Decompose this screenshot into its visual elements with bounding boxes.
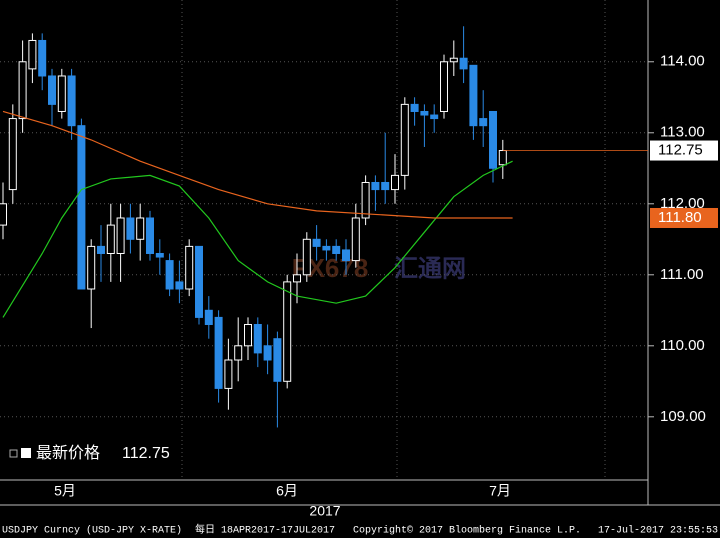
candle-body [253,323,262,354]
candle-body [430,114,439,120]
candle-body [293,274,301,283]
candle-body [381,181,390,191]
candle-body [469,64,478,127]
candle-body [224,359,233,389]
candle-body [351,217,360,262]
candle-body [97,245,105,254]
footer: USDJPY Curncy (USD-JPY X-RATE) [2,525,182,537]
watermark: 汇通网 [394,255,466,282]
candle-body [185,245,194,290]
candle-body [440,61,448,112]
candle-body [67,75,76,127]
footer: 17-Jul-2017 23:55:53 [598,525,718,537]
candle-body [371,181,380,191]
candle-body [391,174,399,191]
candle-body [77,125,86,290]
legend-label: 最新价格 [36,444,100,462]
candle-body [214,316,223,389]
candle-body [0,203,7,226]
y-tick-label: 112.00 [660,195,705,212]
candle-body [38,39,47,77]
candle-body [420,110,429,116]
candle-body [87,245,96,290]
candle-body [479,118,488,127]
x-tick-label: 6月 [276,483,298,499]
moving-average [2,110,513,219]
y-tick-label: 113.00 [660,124,705,141]
candle-body [116,217,125,254]
candle-body [312,238,321,247]
x-tick-label: 5月 [54,483,76,499]
candle-body [165,260,174,290]
candle-body [498,150,507,166]
candle-body [106,224,115,254]
candle-body [8,118,17,191]
x-year-label: 2017 [309,503,340,519]
candle-body [410,103,419,112]
candle-body [18,61,27,120]
candle-body [57,75,66,112]
candle-body [234,345,243,361]
candle-body [146,217,154,254]
candle-body [449,57,458,63]
y-tick-label: 111.00 [660,266,704,283]
candle-body [322,245,331,251]
candle-body [204,309,213,325]
legend-box [9,449,18,458]
price-tag-label: 112.75 [658,142,703,159]
y-tick-label: 110.00 [660,337,705,354]
footer: 每日 18APR2017-17JUL2017 [195,523,335,537]
candle-body [302,238,311,276]
candle-body [283,281,292,382]
candle-body [361,181,370,219]
candle-body [489,110,497,169]
candle-body [273,338,282,382]
price-tag-label: 111.80 [658,209,702,226]
candle-body [28,39,37,70]
candle-body [195,245,203,318]
legend-swatch [21,448,31,458]
price-tag [650,207,718,228]
candle-body [459,57,468,70]
footer: Copyright© 2017 Bloomberg Finance L.P. [353,525,581,537]
candle-body [48,75,56,105]
candle-body [136,217,145,240]
candle-body [175,281,184,290]
candle-body [263,345,272,361]
price-tag [650,140,718,161]
legend-value: 112.75 [122,445,170,462]
candle-body [155,252,164,258]
y-tick-label: 114.00 [660,53,705,70]
candle-body [126,217,135,240]
y-tick-label: 109.00 [660,408,706,425]
candle-body [400,103,409,176]
candle-body [332,245,341,254]
candle-body [342,249,350,262]
candle-body [244,323,252,347]
x-tick-label: 7月 [489,483,511,499]
moving-average [2,160,513,318]
